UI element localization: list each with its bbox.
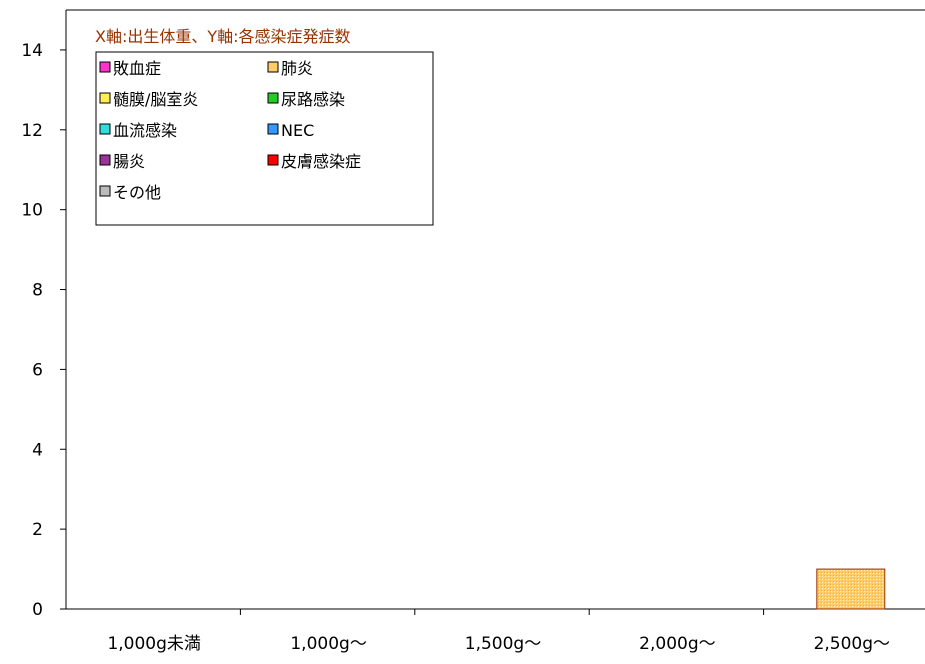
y-tick-label: 4	[32, 440, 43, 460]
legend-swatch	[99, 154, 111, 166]
legend-swatch	[99, 92, 111, 104]
legend-label: 尿路感染	[281, 90, 345, 109]
x-tick-label: 1,500g〜	[465, 634, 541, 654]
legend-swatch	[267, 123, 279, 135]
y-tick-label: 0	[32, 600, 43, 620]
legend-swatch	[99, 185, 111, 197]
legend-label: 腸炎	[113, 152, 145, 171]
y-tick-label: 12	[21, 121, 43, 141]
x-tick-label: 1,000g未満	[107, 634, 200, 654]
legend-label: 皮膚感染症	[281, 152, 361, 171]
legend-box	[95, 51, 434, 226]
legend-label: 血流感染	[113, 121, 177, 140]
legend-label: 敗血症	[113, 59, 161, 78]
legend-label: NEC	[281, 121, 314, 140]
legend-swatch	[99, 123, 111, 135]
legend-swatch	[267, 61, 279, 73]
bars	[816, 568, 886, 610]
y-tick-label: 2	[32, 520, 43, 540]
axes: 0 2 4 6 8 10 12 14 1,000g未満 1,000g〜 1,500g〜 2,000g〜…	[21, 9, 925, 654]
y-tick-label: 8	[32, 281, 43, 301]
legend-title: X軸:出生体重、Y軸:各感染症発症数	[95, 27, 351, 46]
x-tick-label: 2,000g〜	[639, 634, 715, 654]
x-tick-label: 2,500g〜	[814, 634, 890, 654]
x-tick-label: 1,000g〜	[290, 634, 366, 654]
legend-swatch	[99, 61, 111, 73]
legend-label: 肺炎	[281, 59, 313, 78]
bar	[816, 568, 886, 610]
legend-label: 髄膜/脳室炎	[113, 90, 198, 109]
legend-label: その他	[113, 183, 161, 202]
y-tick-label: 10	[21, 201, 43, 221]
legend-swatch	[267, 92, 279, 104]
y-tick-label: 6	[32, 360, 43, 380]
y-tick-label: 14	[21, 41, 43, 61]
legend-swatch	[267, 154, 279, 166]
